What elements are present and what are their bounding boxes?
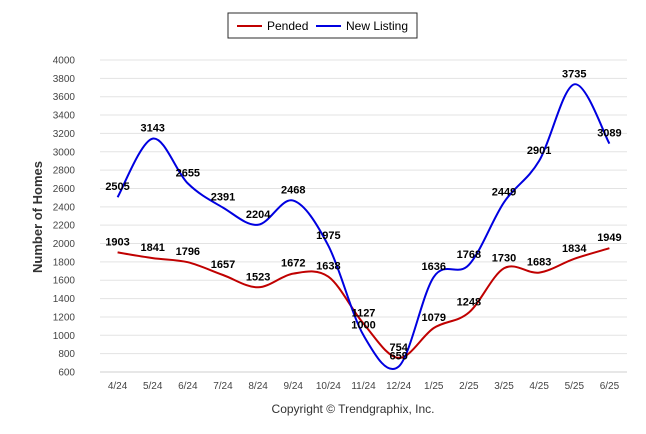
data-label: 2655: [176, 167, 200, 179]
data-label: 659: [389, 351, 407, 363]
data-label: 3735: [562, 68, 586, 80]
y-tick-label: 3400: [53, 111, 76, 122]
y-axis-ticks: 600 800 1000 1200 1400 1600 1800 2000 2200 2400 26…: [53, 56, 76, 379]
y-tick-label: 2400: [53, 202, 76, 213]
data-label: 1672: [281, 258, 305, 270]
y-tick-label: 1400: [53, 294, 76, 305]
y-tick-label: 1600: [53, 276, 76, 287]
series-lines: [116, 83, 611, 370]
y-tick-label: 3200: [53, 129, 76, 140]
y-tick-label: 2600: [53, 184, 76, 195]
x-axis-ticks: 4/24 5/24 6/24 7/24 8/24 9/24 10/24 11/24 12/24 1…: [108, 381, 620, 392]
y-axis-label: Number of Homes: [30, 161, 45, 273]
data-label: 1000: [351, 319, 375, 331]
data-label: 2468: [281, 185, 305, 197]
x-tick-label: 7/24: [213, 381, 233, 392]
x-tick-label: 10/24: [316, 381, 341, 392]
data-label: 1638: [316, 261, 340, 273]
data-label: 1834: [562, 243, 587, 255]
x-tick-label: 4/25: [529, 381, 549, 392]
x-tick-label: 2/25: [459, 381, 479, 392]
y-tick-label: 600: [58, 368, 75, 379]
y-tick-label: 2000: [53, 239, 76, 250]
x-tick-label: 12/24: [386, 381, 411, 392]
x-tick-label: 4/24: [108, 381, 128, 392]
x-tick-label: 1/25: [424, 381, 444, 392]
data-label: 2505: [105, 181, 129, 193]
data-label: 1768: [457, 249, 481, 261]
y-tick-label: 2800: [53, 166, 76, 177]
y-tick-label: 1800: [53, 257, 76, 268]
data-label: 1079: [422, 312, 446, 324]
data-label: 1636: [422, 261, 446, 273]
legend-label-new-listing: New Listing: [346, 19, 408, 33]
y-tick-label: 3800: [53, 74, 76, 85]
data-label: 1683: [527, 257, 551, 269]
series-line-pended: [117, 247, 610, 359]
x-tick-label: 9/24: [283, 381, 303, 392]
y-tick-label: 1000: [53, 331, 76, 342]
x-tick-label: 3/25: [494, 381, 514, 392]
data-labels: 1903 1841 1796 1657 1523 1672 1638 1127 754 1079 1…: [105, 68, 621, 362]
data-label: 1730: [492, 252, 516, 264]
data-label: 2391: [211, 192, 235, 204]
y-tick-label: 2200: [53, 221, 76, 232]
data-label: 2901: [527, 145, 551, 157]
data-label: 1248: [457, 297, 481, 309]
data-label: 3089: [597, 128, 621, 140]
data-label: 2449: [492, 186, 516, 198]
x-tick-label: 5/24: [143, 381, 163, 392]
x-tick-label: 8/24: [248, 381, 268, 392]
data-label: 1796: [176, 246, 200, 258]
y-tick-label: 3600: [53, 92, 76, 103]
legend-label-pended: Pended: [267, 19, 308, 33]
data-label: 1841: [140, 242, 164, 254]
data-label: 3143: [140, 123, 164, 135]
data-label: 1903: [105, 236, 129, 248]
y-tick-label: 1200: [53, 312, 76, 323]
x-tick-label: 6/25: [600, 381, 620, 392]
x-tick-label: 11/24: [351, 381, 376, 392]
data-label: 754: [389, 342, 408, 354]
data-label: 2204: [246, 209, 271, 221]
data-label: 1949: [597, 232, 621, 244]
series-line-new-listing: [116, 83, 611, 370]
grid: [100, 59, 627, 373]
y-tick-label: 3000: [53, 147, 76, 158]
data-label: 1975: [316, 230, 340, 242]
data-label: 1657: [211, 259, 235, 271]
legend: Pended New Listing: [227, 12, 418, 39]
data-label: 1127: [352, 308, 376, 320]
y-tick-label: 800: [58, 349, 75, 360]
copyright-text: Copyright © Trendgraphix, Inc.: [272, 402, 435, 416]
x-tick-label: 6/24: [178, 381, 198, 392]
data-label: 1523: [246, 271, 270, 283]
y-tick-label: 4000: [53, 56, 76, 67]
x-tick-label: 5/25: [565, 381, 585, 392]
